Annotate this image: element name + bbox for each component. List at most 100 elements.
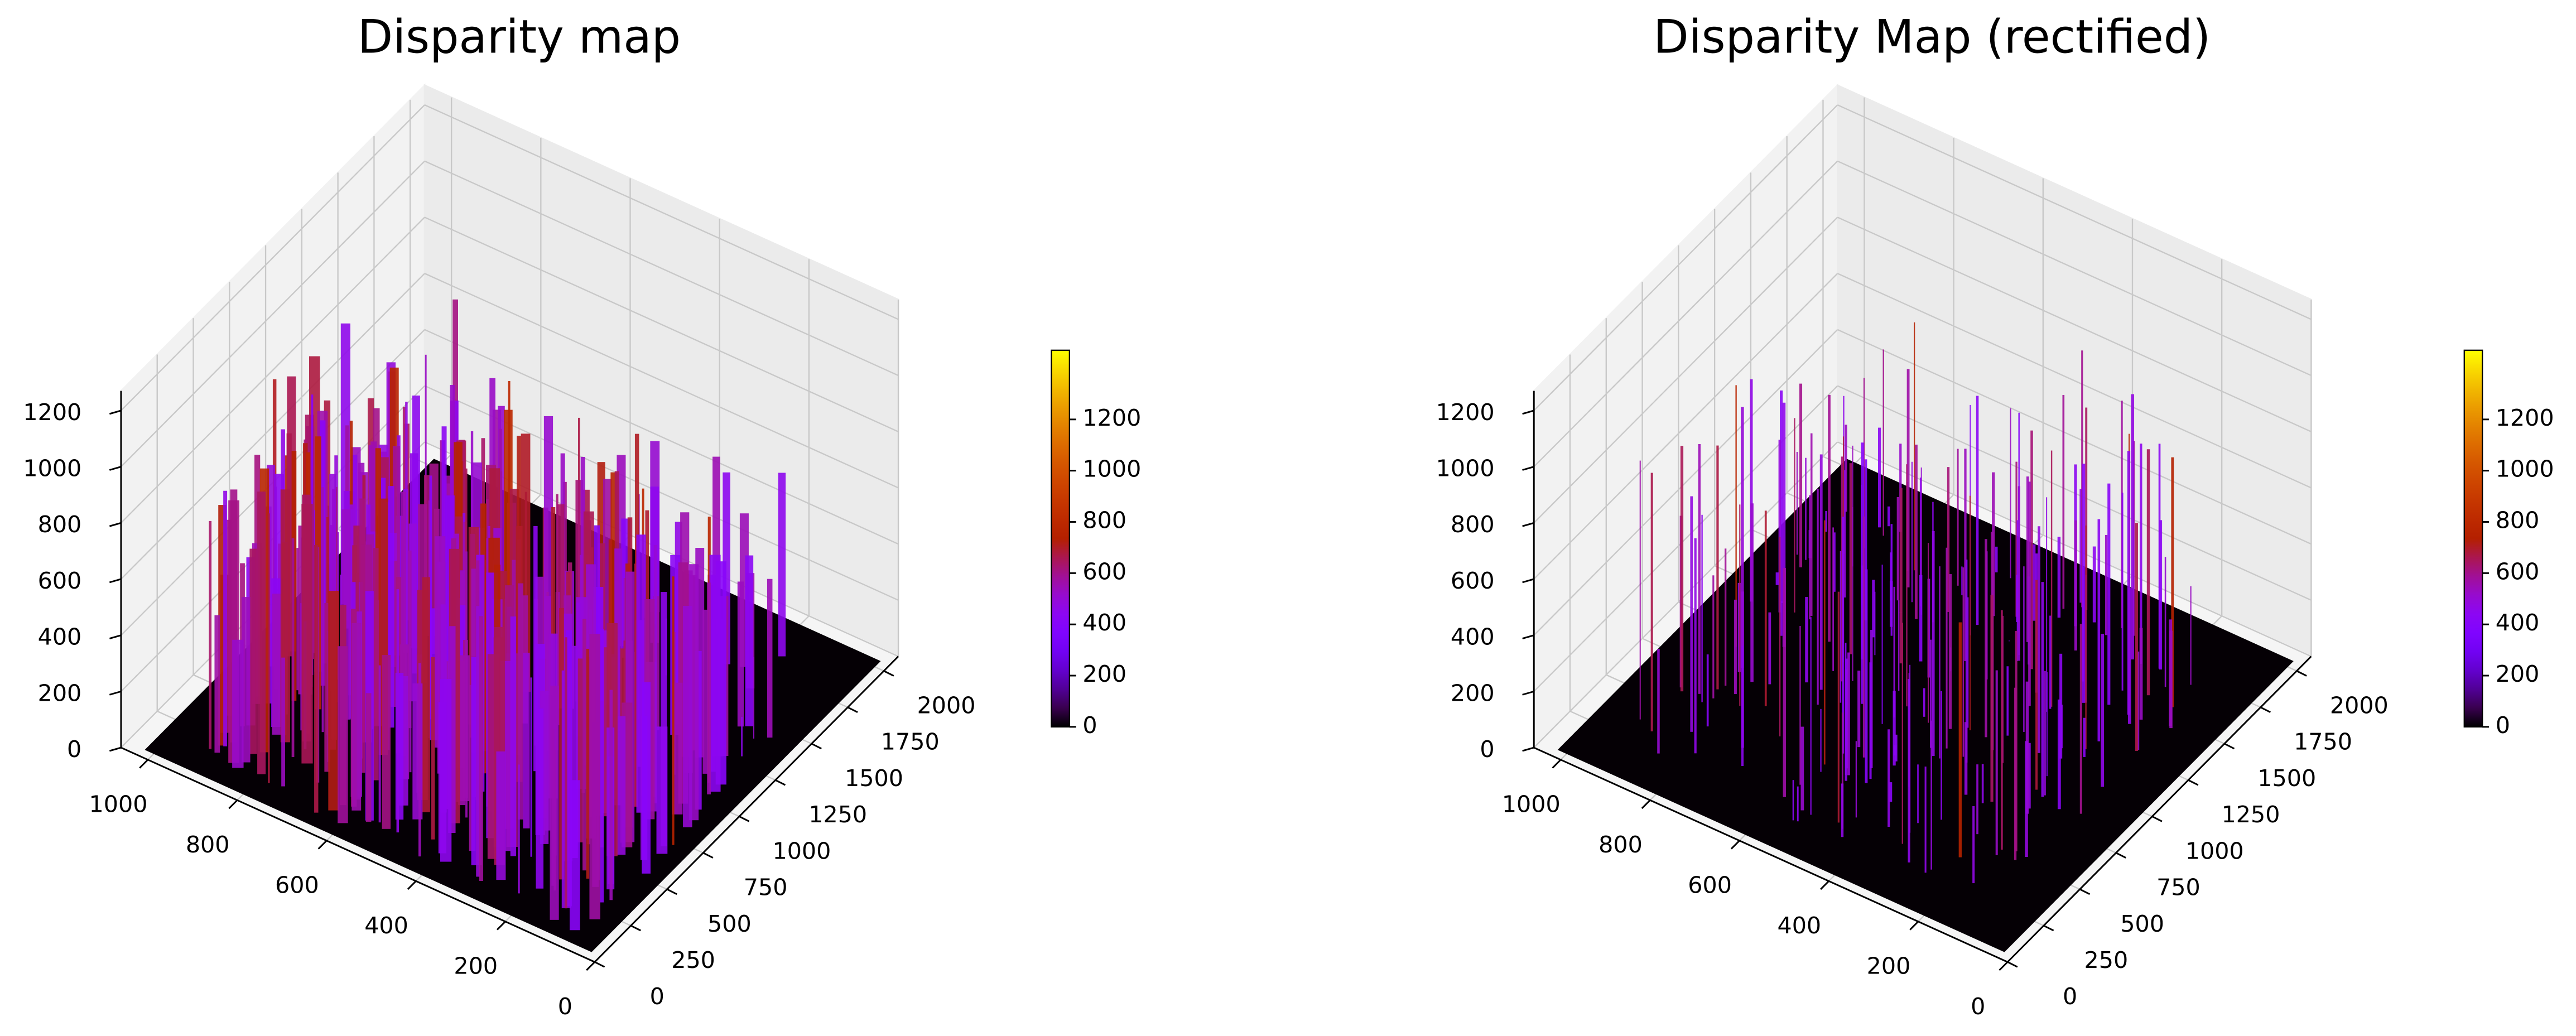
colorbar-tick-label: 1200 <box>1082 404 1141 431</box>
x-tick <box>847 706 858 714</box>
surface-spike <box>1852 445 1853 681</box>
x-tick <box>702 852 714 859</box>
surface-spike <box>556 494 558 750</box>
y-tick <box>317 840 328 850</box>
z-tick <box>1522 466 1534 471</box>
z-tick-label: 600 <box>1451 567 1495 594</box>
surface-spike <box>586 648 590 879</box>
surface-spike <box>223 490 228 746</box>
y-tick-label: 1000 <box>1502 791 1561 817</box>
colorbar-tick-label: 800 <box>1082 507 1126 533</box>
surface-spike <box>1799 383 1803 567</box>
surface-spike <box>1961 566 1963 595</box>
surface-spike <box>1823 520 1826 765</box>
grid-line <box>1533 104 1838 411</box>
surface-spike <box>476 606 480 877</box>
subplot: Disparity map025050075010001250150017502… <box>23 10 1141 1020</box>
surface-spike <box>1946 547 1948 749</box>
z-tick <box>1522 690 1534 696</box>
surface-spike <box>2038 526 2040 753</box>
surface-spike <box>1805 597 1808 683</box>
surface-spike <box>1782 402 1786 647</box>
y-tick-label: 800 <box>1598 831 1643 858</box>
z-tick-label: 400 <box>38 624 82 650</box>
z-tick-label: 200 <box>38 680 82 706</box>
surface-spike <box>609 690 613 900</box>
surface-spike <box>1842 517 1845 754</box>
surface-spike <box>2121 493 2124 691</box>
y-tick <box>496 921 506 931</box>
colorbar-tick-label: 1000 <box>2496 456 2554 483</box>
surface-spike <box>1797 786 1799 822</box>
surface-spike <box>518 764 520 894</box>
surface-spike <box>1828 394 1831 642</box>
surface-spike <box>2006 666 2009 736</box>
surface-spike <box>1861 442 1864 704</box>
x-tick-label: 2000 <box>2330 692 2389 719</box>
colorbar-tick-label: 1200 <box>2496 404 2554 431</box>
colorbar-tick-label: 400 <box>1082 609 1126 636</box>
surface <box>1639 322 2192 884</box>
surface-spike <box>2101 634 2105 787</box>
x-tick <box>811 743 822 750</box>
y-tick <box>1820 880 1829 890</box>
surface-spike <box>479 616 484 881</box>
surface-spike <box>1967 597 1969 728</box>
surface-spike <box>2030 430 2033 669</box>
grid-line <box>424 329 899 545</box>
surface-spike <box>2146 449 2150 696</box>
z-tick-label: 0 <box>67 736 81 763</box>
surface-spike <box>1941 691 1942 820</box>
x-tick <box>2224 743 2235 750</box>
y-tick-label: 600 <box>275 871 319 898</box>
surface-spike <box>2105 534 2108 635</box>
surface-spike <box>2079 489 2082 603</box>
z-tick <box>1522 634 1534 639</box>
surface-spike <box>2015 461 2018 617</box>
x-tick <box>594 961 605 968</box>
surface-spike <box>1947 467 1950 612</box>
surface-spike <box>1716 445 1719 690</box>
z-tick-label: 800 <box>38 511 82 538</box>
grid-line <box>1837 216 2312 432</box>
colorbar-tick-label: 0 <box>1082 712 1097 739</box>
surface-spike <box>600 629 604 903</box>
surface-spike <box>249 548 257 754</box>
surface-spike <box>616 716 626 855</box>
z-tick <box>109 690 122 696</box>
surface <box>209 299 786 931</box>
y-tick-label: 200 <box>1867 952 1911 979</box>
surface-spike <box>2062 394 2065 609</box>
surface-spike <box>2050 450 2053 707</box>
surface-spike <box>683 606 692 827</box>
surface-spike <box>440 679 452 862</box>
grid-line <box>1837 273 2312 489</box>
surface-spike <box>1874 591 1876 656</box>
z-tick-label: 1000 <box>1436 455 1495 481</box>
surface-spike <box>291 538 295 758</box>
surface-spike <box>656 726 668 854</box>
surface-spike <box>422 577 430 812</box>
surface-spike <box>518 583 523 820</box>
surface-spike <box>2074 520 2077 650</box>
surface-spike <box>778 473 786 657</box>
z-tick-label: 0 <box>1480 736 1494 763</box>
surface-spike <box>2001 610 2003 850</box>
surface-spike <box>1882 349 1884 536</box>
x-tick <box>775 779 786 786</box>
surface-spike <box>209 521 212 749</box>
surface-spike <box>1779 537 1781 736</box>
surface-spike <box>1639 460 1641 720</box>
surface-spike <box>2127 451 2131 715</box>
surface-spike <box>296 548 299 691</box>
z-tick <box>109 578 122 584</box>
surface-spike <box>1888 506 1890 527</box>
surface-spike <box>1847 652 1850 775</box>
grid-line <box>1533 160 1838 468</box>
surface-spike <box>465 551 468 818</box>
surface-spike <box>378 665 381 823</box>
surface-spike <box>530 677 532 857</box>
y-tick <box>139 759 149 769</box>
surface-spike <box>1962 567 1964 757</box>
surface-spike <box>1794 418 1795 613</box>
